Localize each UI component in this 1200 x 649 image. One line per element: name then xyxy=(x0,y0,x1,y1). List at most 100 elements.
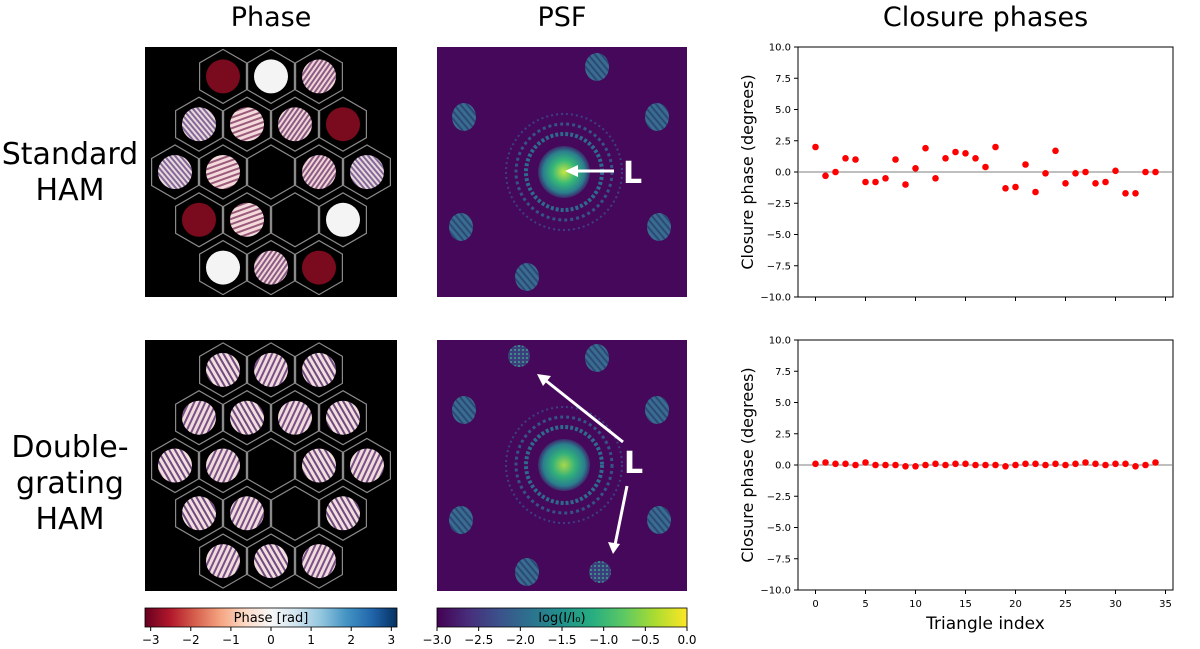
data-point xyxy=(962,150,969,157)
psf-panel-standard: L xyxy=(437,47,687,297)
data-point xyxy=(862,178,869,186)
data-point xyxy=(832,460,839,468)
y-tick-label: −5.0 xyxy=(767,230,791,241)
hex-segment-outline xyxy=(175,390,224,446)
row-label-line: grating xyxy=(16,466,124,501)
pupil-subaperture xyxy=(254,544,288,579)
data-point xyxy=(932,460,939,468)
data-point xyxy=(1092,460,1099,468)
pupil-subaperture xyxy=(302,155,336,189)
pupil-subaperture xyxy=(230,400,264,435)
hex-segment-outline xyxy=(295,239,343,296)
hex-segment-outline xyxy=(198,144,248,200)
x-tick-label: 15 xyxy=(959,599,972,610)
colorbar-tick-label: −2 xyxy=(182,633,200,647)
data-point xyxy=(832,168,839,176)
data-point xyxy=(1152,168,1159,176)
title-phase: Phase xyxy=(230,2,312,33)
data-point xyxy=(822,172,829,180)
pupil-subaperture xyxy=(278,107,312,142)
data-point xyxy=(1062,461,1069,469)
y-tick-label: −5.0 xyxy=(767,523,791,534)
annotation-arrow xyxy=(544,378,624,444)
pupil-subaperture xyxy=(278,400,312,435)
pupil-subaperture xyxy=(302,250,336,285)
data-point xyxy=(1122,460,1129,468)
data-point xyxy=(1002,185,1009,192)
y-tick-label: 10.0 xyxy=(769,43,791,54)
hex-segment-outline xyxy=(198,239,248,296)
data-point xyxy=(992,461,999,469)
hex-segment-outline xyxy=(270,485,319,541)
colorbar-tick-label: −1.5 xyxy=(547,633,576,647)
y-tick-label: −7.5 xyxy=(767,261,791,272)
data-point xyxy=(982,163,989,171)
data-point xyxy=(1022,161,1029,168)
pupil-subaperture xyxy=(302,352,336,387)
annotation-arrow xyxy=(613,485,629,546)
hex-segment-outline xyxy=(222,192,272,248)
data-point xyxy=(1102,461,1109,469)
x-tick-label: 0 xyxy=(812,599,818,610)
x-tick-label: 10 xyxy=(909,599,922,610)
hex-segment-outline xyxy=(246,239,295,296)
x-tick-label: 35 xyxy=(1159,599,1172,610)
pupil-subaperture xyxy=(326,107,360,142)
x-tick-label: 5 xyxy=(862,599,868,610)
data-point xyxy=(922,461,929,469)
hex-segment-outline xyxy=(246,48,295,105)
data-point xyxy=(1012,183,1019,191)
pupil-subaperture xyxy=(206,448,240,483)
data-point xyxy=(1122,190,1129,197)
pupil-subaperture xyxy=(326,202,360,237)
data-point xyxy=(852,461,859,469)
hex-segment-outline xyxy=(198,437,248,494)
data-point xyxy=(822,459,829,466)
hex-segment-outline xyxy=(150,144,200,200)
hex-segment-outline xyxy=(222,390,272,446)
pupil-subaperture xyxy=(182,496,216,531)
data-point xyxy=(1052,147,1059,155)
hex-segment-outline xyxy=(198,48,248,105)
row-label-line: HAM xyxy=(35,502,105,537)
hex-segments xyxy=(150,342,391,589)
pupil-subaperture xyxy=(350,155,384,189)
x-axis-label: Triangle index xyxy=(925,614,1045,634)
psf-label-l: L xyxy=(624,446,643,481)
hex-segment-outline xyxy=(150,437,200,494)
psf-panel-double-grating: L xyxy=(437,340,687,591)
data-point xyxy=(862,459,869,466)
x-tick-label: 30 xyxy=(1109,599,1122,610)
pupil-subaperture xyxy=(230,496,264,531)
row-label-standard-ham: Standard HAM xyxy=(0,137,140,209)
colorbar-tick-label: −2.5 xyxy=(464,633,493,647)
hex-segment-outline xyxy=(343,437,391,494)
data-point xyxy=(992,143,999,151)
y-tick-label: 5.0 xyxy=(775,105,791,116)
row-label-line: Standard xyxy=(1,137,139,172)
hex-segment-outline xyxy=(175,192,224,248)
data-point xyxy=(852,156,859,163)
data-point xyxy=(812,460,819,468)
y-tick-label: −10.0 xyxy=(760,586,791,597)
phase-panel-double-grating xyxy=(145,340,397,591)
hex-segment-outline xyxy=(246,437,295,494)
colorbar-tick-label: 2 xyxy=(347,633,355,647)
y-axis-label: Closure phase (degrees) xyxy=(738,74,757,269)
y-axis-label: Closure phase (degrees) xyxy=(738,367,757,562)
hex-segment-outline xyxy=(198,533,248,589)
data-point xyxy=(912,165,919,172)
data-point xyxy=(952,148,959,156)
row-label-line: Double- xyxy=(11,430,129,465)
x-tick-label: 20 xyxy=(1009,599,1022,610)
data-point xyxy=(902,463,909,470)
closure-phase-chart-standard: 10.0 7.5 5.0 2.5 0.0 −2.5 −5.0 −7.5 −10.0 Closure… xyxy=(738,43,1174,304)
hex-segment-outline xyxy=(198,342,248,398)
hex-segment-outline xyxy=(246,342,295,398)
hex-segment-outline xyxy=(295,48,343,105)
hex-segment-outline xyxy=(319,192,367,248)
data-point xyxy=(842,460,849,468)
annotation-arrowhead xyxy=(537,374,551,386)
data-point xyxy=(1132,190,1139,197)
pupil-subaperture xyxy=(350,448,384,483)
